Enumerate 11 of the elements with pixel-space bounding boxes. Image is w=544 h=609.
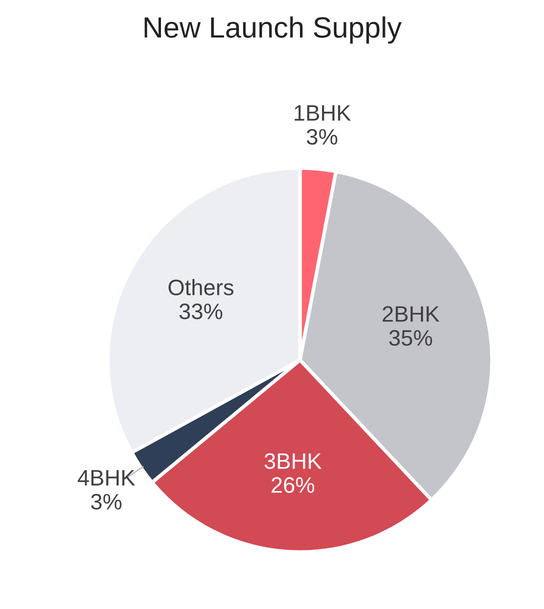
slice-label: 4BHK <box>78 470 136 486</box>
data-label: 3% <box>306 128 338 145</box>
slice-label: 3BHK <box>264 453 322 469</box>
data-label: 35% <box>389 330 432 346</box>
slice-label: Others <box>168 279 234 296</box>
slice-label: 2BHK <box>382 306 440 322</box>
data-label: 3% <box>91 494 122 510</box>
chart-title: New Launch Supply <box>144 16 402 44</box>
data-label: 33% <box>179 304 222 320</box>
data-label: 26% <box>272 477 314 493</box>
slice-label: 1BHK <box>294 105 351 121</box>
